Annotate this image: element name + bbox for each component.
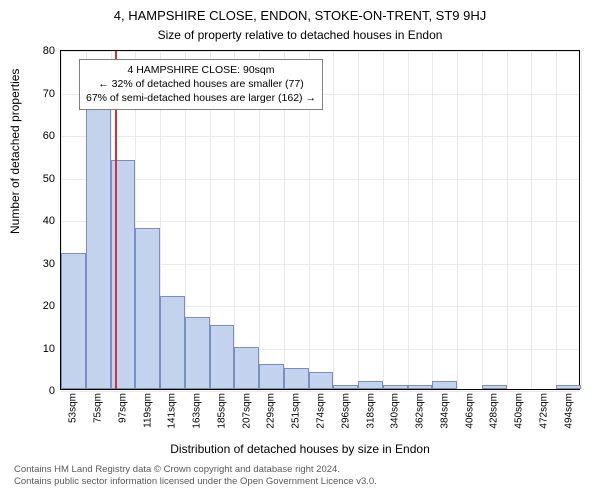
gridline-v [482, 51, 483, 389]
y-tick: 30 [43, 258, 61, 270]
y-tick: 0 [49, 385, 61, 397]
x-tick: 494sqm [569, 349, 580, 389]
footnote-line-1: Contains HM Land Registry data © Crown c… [14, 464, 600, 476]
title-sub: Size of property relative to detached ho… [0, 28, 600, 42]
y-tick: 10 [43, 343, 61, 355]
y-axis-label: Number of detached properties [8, 204, 22, 234]
x-tick: 274sqm [321, 349, 332, 389]
gridline-v [556, 51, 557, 389]
gridline-v [432, 51, 433, 389]
y-tick: 60 [43, 130, 61, 142]
gridline-v [507, 51, 508, 389]
x-tick: 141sqm [172, 349, 183, 389]
x-tick: 406sqm [470, 349, 481, 389]
x-tick: 362sqm [420, 349, 431, 389]
footnote: Contains HM Land Registry data © Crown c… [14, 464, 600, 488]
y-tick: 20 [43, 300, 61, 312]
x-tick: 340sqm [395, 349, 406, 389]
y-tick: 70 [43, 88, 61, 100]
gridline-v [333, 51, 334, 389]
gridline-v [408, 51, 409, 389]
x-tick: 384sqm [445, 349, 456, 389]
title-main: 4, HAMPSHIRE CLOSE, ENDON, STOKE-ON-TREN… [0, 8, 600, 23]
gridline-v [457, 51, 458, 389]
gridline-v [383, 51, 384, 389]
footnote-line-2: Contains public sector information licen… [14, 476, 600, 488]
annotation-line-2: ← 32% of detached houses are smaller (77… [86, 77, 316, 91]
gridline-h [61, 179, 579, 180]
gridline-v [358, 51, 359, 389]
annotation-box: 4 HAMPSHIRE CLOSE: 90sqm ← 32% of detach… [79, 59, 323, 110]
y-tick: 80 [43, 45, 61, 57]
x-tick: 251sqm [296, 349, 307, 389]
annotation-line-1: 4 HAMPSHIRE CLOSE: 90sqm [86, 63, 316, 77]
x-tick: 119sqm [148, 350, 159, 389]
chart-plot-area: 0102030405060708053sqm75sqm97sqm119sqm14… [60, 50, 580, 390]
x-tick: 450sqm [519, 349, 530, 389]
x-tick: 229sqm [271, 349, 282, 389]
gridline-v [531, 51, 532, 389]
x-tick: 185sqm [222, 349, 233, 389]
x-tick: 207sqm [247, 349, 258, 389]
gridline-h [61, 51, 579, 52]
x-tick: 318sqm [371, 349, 382, 389]
x-tick: 428sqm [494, 349, 505, 389]
annotation-line-3: 67% of semi-detached houses are larger (… [86, 91, 316, 105]
x-axis-label: Distribution of detached houses by size … [0, 442, 600, 456]
y-tick: 50 [43, 173, 61, 185]
x-tick: 163sqm [197, 349, 208, 389]
gridline-h [61, 136, 579, 137]
gridline-v [581, 51, 582, 389]
y-tick: 40 [43, 215, 61, 227]
x-tick: 472sqm [544, 349, 555, 389]
gridline-h [61, 221, 579, 222]
x-tick: 97sqm [123, 355, 134, 389]
x-tick: 53sqm [73, 355, 84, 389]
x-tick: 75sqm [98, 355, 109, 389]
bar [86, 104, 111, 389]
x-tick: 296sqm [346, 349, 357, 389]
